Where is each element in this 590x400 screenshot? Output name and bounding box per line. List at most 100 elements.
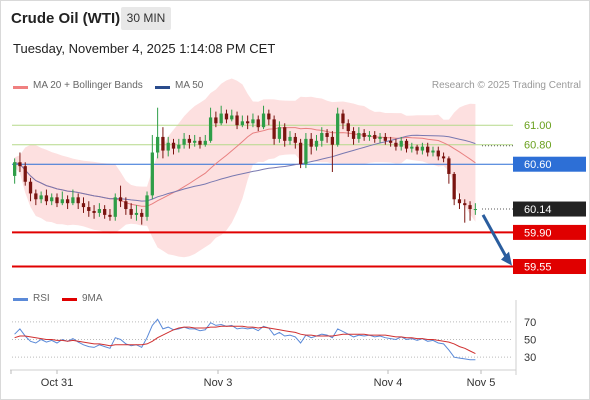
legend-ma20: MA 20 + Bollinger Bands (33, 80, 143, 91)
candle-body (203, 140, 207, 145)
projection-arrow (481, 214, 508, 258)
level-label-60-60-bg (513, 156, 586, 172)
candle-body (251, 119, 255, 124)
candle-body (420, 146, 425, 151)
interval-badge[interactable]: 30 MIN (121, 7, 171, 30)
candle-body (198, 140, 202, 145)
timestamp: Tuesday, November 4, 2025 1:14:08 PM CET (13, 41, 276, 56)
candle-body (187, 138, 192, 143)
projection-arrowhead (501, 251, 512, 266)
ma20-swatch (13, 86, 28, 89)
rsi-tick-30: 30 (524, 352, 536, 364)
candle-body (357, 133, 361, 139)
ma50-swatch (155, 86, 170, 89)
candle-body (193, 140, 197, 143)
candle-body (426, 146, 430, 153)
candle-body (150, 152, 154, 196)
candle-body (346, 123, 350, 132)
candle-body (219, 113, 223, 124)
candle-body (457, 199, 462, 204)
x-tick-label: Oct 31 (41, 377, 73, 389)
candle-body (208, 117, 213, 141)
level-label-59-55: 59.55 (524, 262, 552, 274)
candle-body (447, 158, 451, 174)
candle-body (224, 113, 229, 120)
level-label-59-55-bg (513, 259, 586, 275)
candle-body (65, 199, 70, 204)
x-tick-label: Nov 3 (204, 377, 233, 389)
level-label-60-14-bg (513, 201, 586, 217)
candle-body (452, 173, 456, 200)
candle-body (325, 133, 329, 137)
candle-body (261, 113, 266, 128)
candle-body (214, 117, 218, 124)
candle-body (463, 203, 467, 206)
candle-body (50, 197, 54, 202)
candle-body (283, 127, 287, 141)
candle-body (431, 150, 435, 153)
bollinger-band (14, 78, 476, 258)
candle-body (44, 195, 49, 202)
candle-body (71, 197, 75, 204)
legend-rsi: RSI (33, 293, 50, 304)
candle-body (288, 136, 292, 141)
candle-body (473, 209, 477, 211)
candle-body (145, 195, 149, 217)
level-label-60-14: 60.14 (524, 204, 552, 216)
candle-body (177, 144, 181, 149)
candle-body (267, 113, 271, 120)
candle-body (76, 197, 80, 204)
candle-body (362, 133, 366, 137)
legend-9ma: 9MA (82, 293, 103, 304)
chart-header: Crude Oil (WTI) 30 MIN (0, 0, 590, 36)
candle-body (304, 138, 308, 165)
candle-body (97, 209, 102, 213)
candle-body (388, 140, 393, 143)
candle-body (441, 156, 446, 159)
candle-body (256, 119, 260, 128)
rsi-tick-50: 50 (524, 335, 536, 347)
candle-body (468, 205, 472, 210)
candle-body (415, 146, 419, 151)
legend-ma50: MA 50 (175, 80, 204, 91)
candle-body (171, 142, 176, 149)
candle-body (309, 138, 313, 147)
level-label-59-90-bg (513, 224, 586, 240)
candle-body (134, 212, 139, 215)
candle-body (298, 142, 303, 165)
candle-body (140, 212, 144, 217)
level-label-61-00: 61.00 (524, 120, 552, 132)
candle-body (113, 197, 117, 217)
candle-body (118, 197, 123, 202)
rsi-tick-70: 70 (524, 317, 536, 329)
candle-body (129, 209, 133, 215)
level-label-59-90: 59.90 (524, 227, 552, 239)
candle-body (330, 136, 335, 145)
candle-body (166, 142, 170, 151)
candle-body (272, 119, 276, 139)
candle-body (60, 199, 64, 204)
candle-body (28, 181, 33, 194)
candle-body (341, 113, 345, 124)
candle-body (336, 113, 340, 145)
candle-body (161, 136, 165, 151)
candle-body (293, 136, 297, 143)
candle-body (39, 195, 43, 200)
candle-body (13, 162, 17, 176)
candle-body (34, 193, 38, 200)
rsi-swatch (13, 298, 28, 301)
ma9-swatch (62, 298, 77, 301)
candle-body (399, 140, 403, 147)
candle-body (92, 210, 96, 213)
candle-body (373, 134, 377, 139)
candle-body (404, 140, 409, 149)
candle-body (436, 150, 440, 157)
candle-body (277, 127, 282, 139)
candle-body (18, 162, 22, 167)
candle-body (87, 207, 91, 211)
x-tick-label: Nov 4 (374, 377, 403, 389)
source-credit: Research © 2025 Trading Central (431, 80, 581, 91)
candle-body (23, 166, 27, 182)
level-label-60-60: 60.60 (524, 159, 552, 171)
